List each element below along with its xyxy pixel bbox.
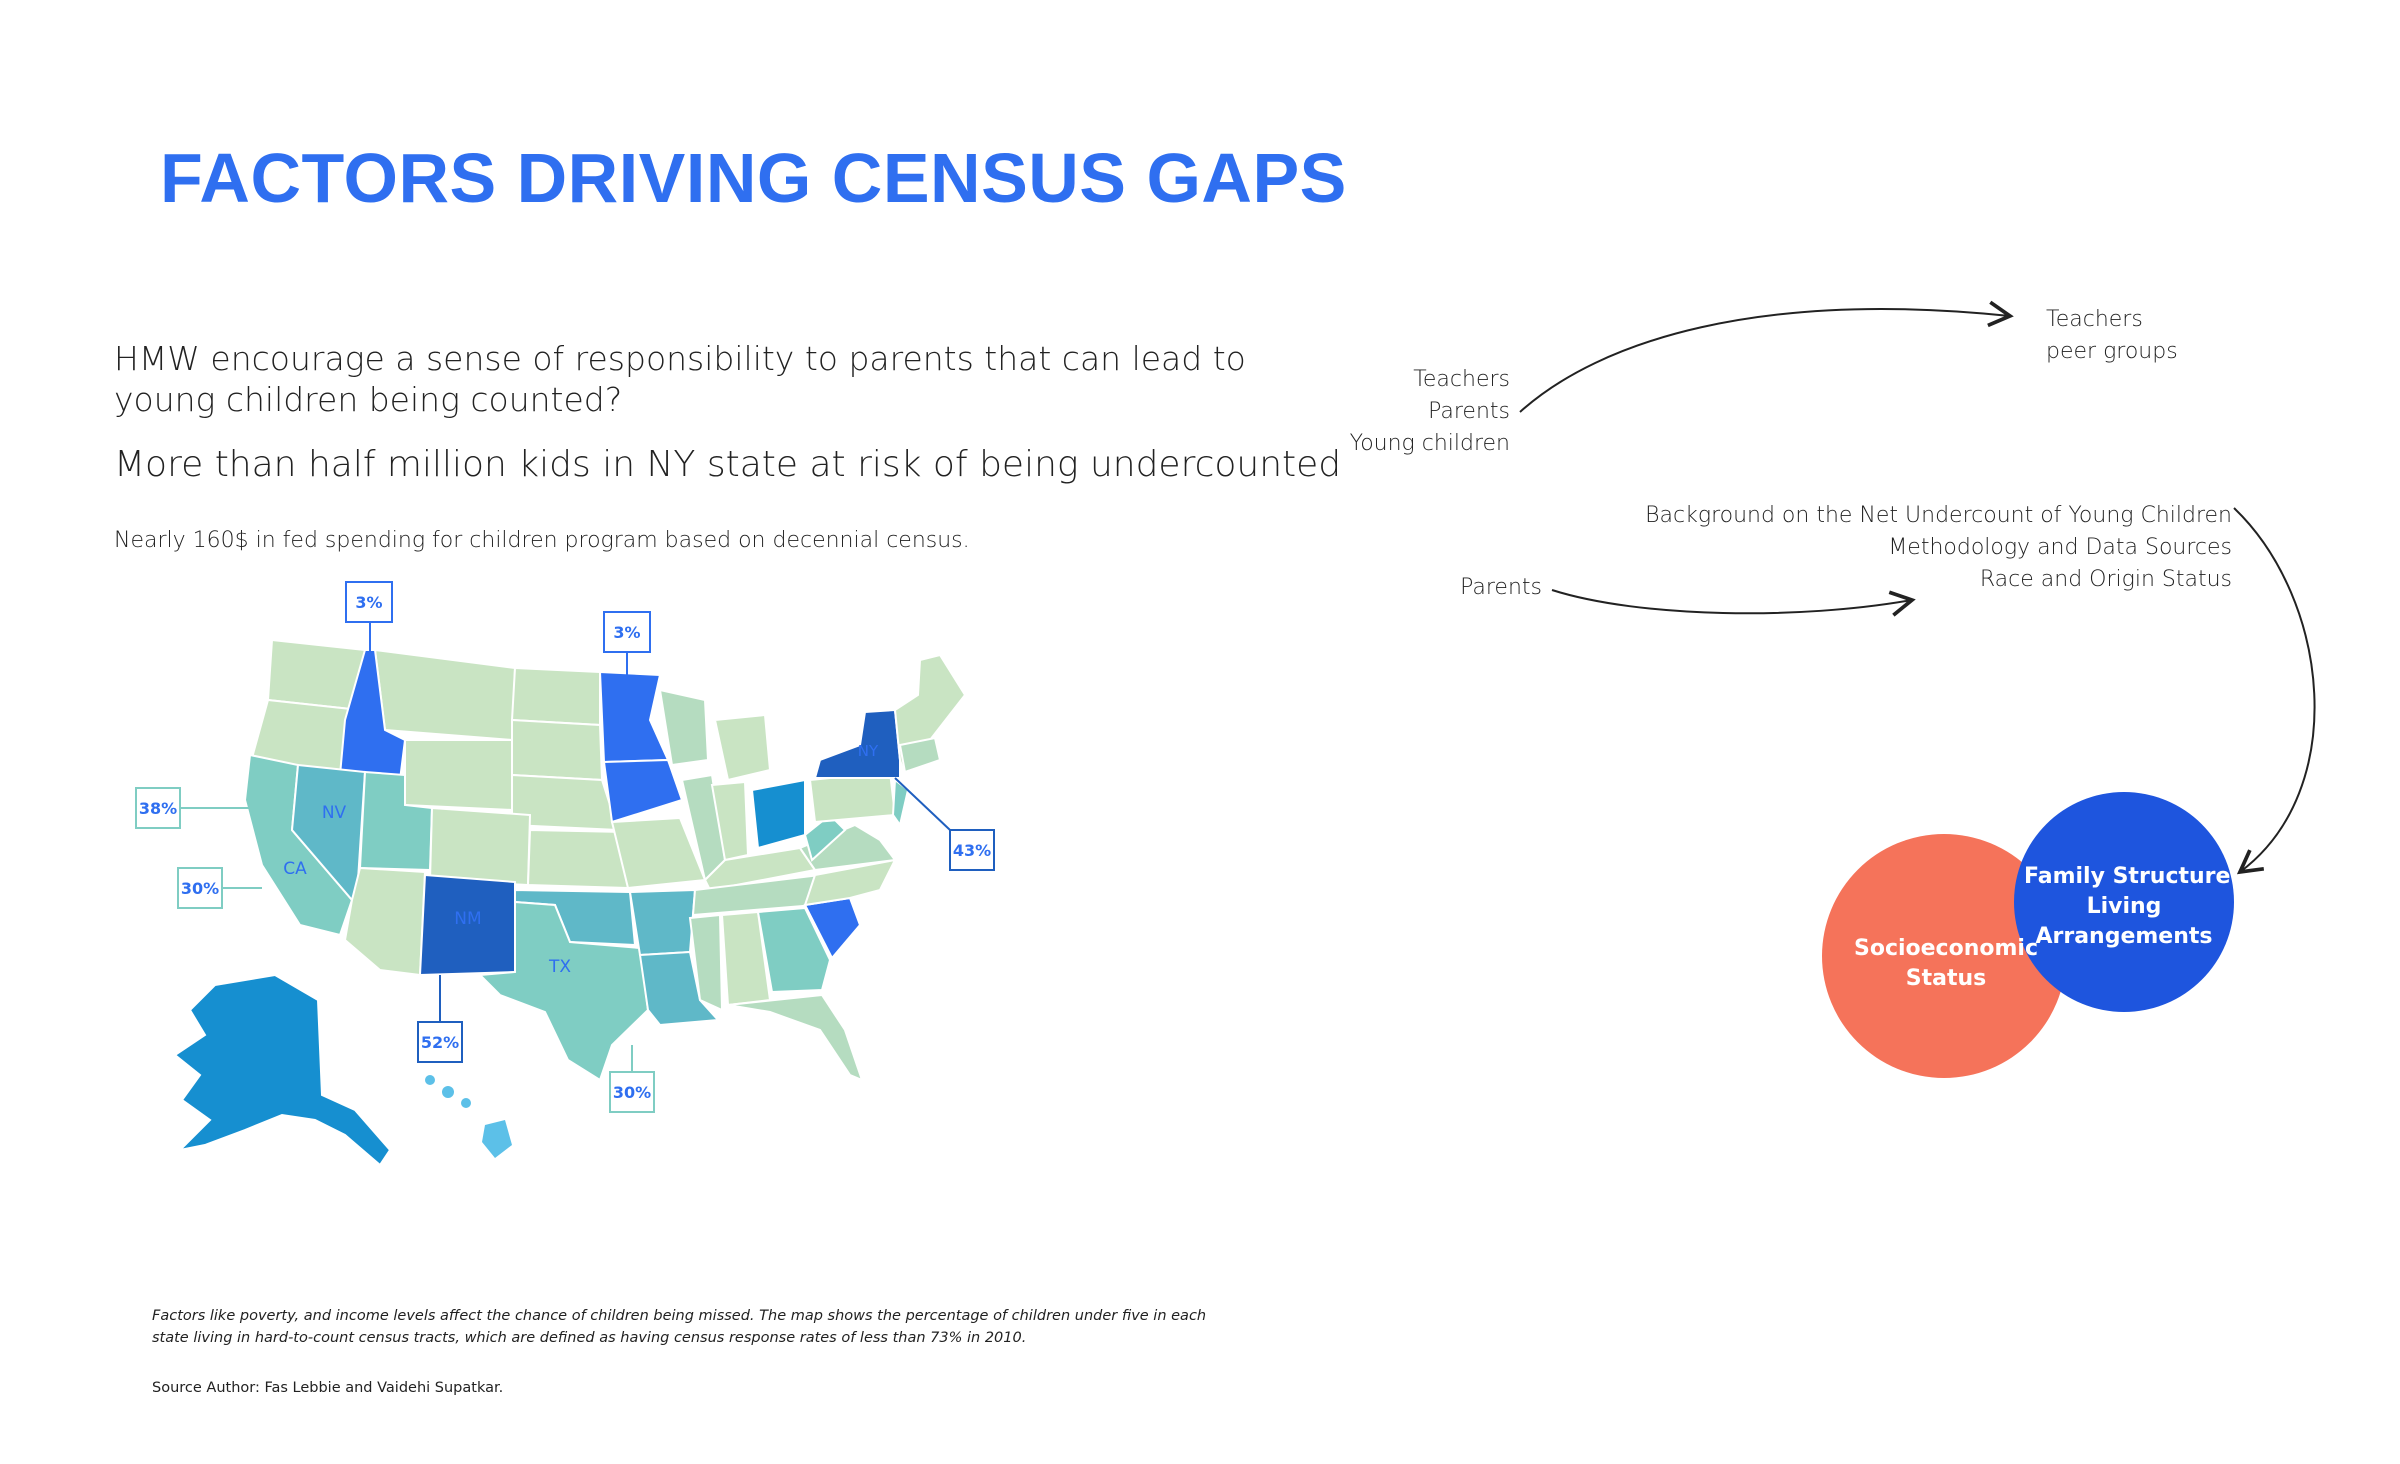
callout-line-ny (894, 777, 951, 831)
group1-teachers: Teachers (1413, 367, 1510, 392)
state-hi-3 (461, 1098, 471, 1108)
socioeconomic-label: Socioeconomic Status (1846, 934, 2046, 994)
source-credit: Source Author: Fas Lebbie and Vaidehi Su… (152, 1380, 504, 1396)
state-ga (756, 906, 832, 994)
family-structure-line2: Living (2086, 894, 2162, 919)
state-ct-ri-ma (898, 736, 942, 774)
callout-id-value: 3% (355, 593, 382, 612)
callout-box-ca (177, 867, 223, 909)
state-hi-4 (482, 1120, 512, 1158)
family-structure-line1: Family Structure (2024, 864, 2231, 889)
callout-mn-value: 3% (613, 623, 640, 642)
state-ak (173, 973, 392, 1167)
socioeconomic-line2: Status (1905, 966, 1987, 991)
state-label-ny: NY (858, 742, 879, 760)
state-tx (477, 900, 650, 1082)
socioeconomic-circle (1822, 834, 2066, 1078)
map-footnote: Factors like poverty, and income levels … (152, 1308, 1207, 1346)
target2-label: Background on the Net Undercount of Youn… (1620, 500, 2232, 596)
risk-statistic: More than half million kids in NY state … (114, 444, 1342, 485)
state-mi (713, 713, 772, 782)
state-id (338, 649, 407, 782)
state-az (343, 866, 427, 977)
callout-box-ny (949, 829, 995, 871)
state-ia (602, 758, 684, 824)
state-label-ca: CA (283, 859, 307, 879)
callout-box-tx (609, 1071, 655, 1113)
state-mn (598, 670, 670, 764)
group1-label: Teachers Parents Young children (1300, 364, 1510, 460)
spending-note: Nearly 160$ in fed spending for children… (114, 528, 970, 553)
arrow-to-background (1551, 589, 1916, 617)
state-hi-1 (425, 1075, 435, 1085)
state-ms (688, 913, 724, 1012)
callout-box-id (345, 581, 393, 623)
target1-label: Teachers peer groups (2046, 304, 2178, 368)
hmw-question: HMW encourage a sense of responsibility … (114, 339, 1246, 419)
state-la (638, 950, 721, 1027)
callout-box-nv (135, 787, 181, 829)
callout-nm-value: 52% (421, 1033, 459, 1052)
state-wi (658, 688, 710, 767)
state-label-nv: NV (322, 803, 347, 823)
state-label-tx: TX (548, 957, 571, 977)
target2-methodology: Methodology and Data Sources (1888, 535, 2232, 560)
group1-parents: Parents (1428, 399, 1510, 424)
group2-parents: Parents (1460, 575, 1542, 600)
page-title: FACTORS DRIVING CENSUS GAPS (160, 139, 1347, 217)
callout-ny-value: 43% (953, 841, 991, 860)
socioeconomic-line1: Socioeconomic (1853, 936, 2038, 961)
target1-peer-groups: peer groups (2046, 339, 2178, 364)
group2-label: Parents (1380, 572, 1542, 604)
state-label-nm: NM (454, 909, 481, 929)
state-va (798, 823, 897, 872)
family-structure-circle (2014, 792, 2234, 1012)
family-structure-label: Family Structure Living Arrangements (2024, 862, 2231, 952)
target2-background: Background on the Net Undercount of Youn… (1645, 503, 2232, 528)
arrow-to-family-structure (2233, 507, 2316, 875)
callout-tx-value: 30% (613, 1083, 651, 1102)
family-structure-line3: Arrangements (2035, 924, 2213, 949)
target1-teachers: Teachers (2046, 307, 2143, 332)
state-shapes (173, 638, 967, 1167)
callout-nv-value: 38% (139, 799, 177, 818)
group1-young-children: Young children (1349, 431, 1510, 456)
callout-box-mn (603, 611, 651, 653)
arrow-to-teachers (1519, 300, 2014, 413)
state-hi-2 (442, 1086, 454, 1098)
state-in (710, 780, 750, 862)
state-fl (727, 993, 864, 1082)
callout-box-nm (417, 1021, 463, 1063)
callout-ca-value: 30% (181, 879, 219, 898)
target2-race-origin: Race and Origin Status (1979, 567, 2232, 592)
